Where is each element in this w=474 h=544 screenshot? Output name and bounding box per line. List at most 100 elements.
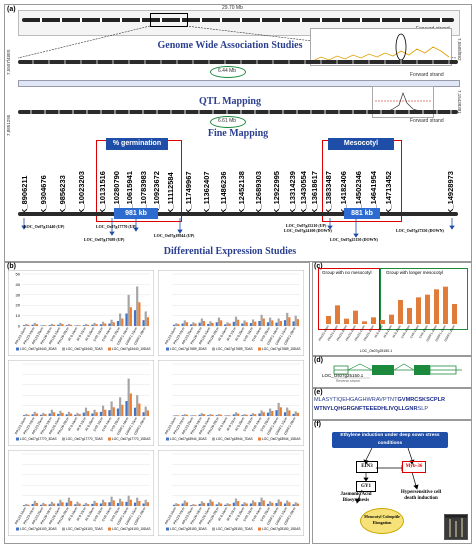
- gene-label: LOC_Os07g15440 (UP): [24, 224, 65, 229]
- bar: [121, 404, 124, 416]
- bar: [226, 415, 229, 416]
- bar: [146, 410, 149, 416]
- group2-label: Group with longer mesocotyl: [386, 270, 444, 275]
- bar: [175, 323, 178, 326]
- bar: [42, 324, 45, 326]
- legend-label: LOC_Os07g25150_15DAS: [262, 527, 300, 531]
- zoom-window: [150, 13, 188, 27]
- bar: [326, 316, 331, 324]
- bar: [127, 294, 130, 326]
- bar: [245, 503, 248, 506]
- strand-mid-1: Forward strand: [410, 72, 444, 78]
- bar: [112, 407, 115, 416]
- bar: [234, 316, 238, 326]
- bar: [232, 502, 235, 506]
- bar: [224, 324, 227, 326]
- bar: [125, 501, 128, 506]
- bar: [262, 500, 265, 506]
- bar: [146, 317, 149, 326]
- x-tick-label: SYR-20cm: [110, 506, 122, 522]
- expression-chart: PR123-10cmPR123-15cmPR123-20cmPR126-10cm…: [8, 360, 154, 446]
- bar: [245, 414, 248, 416]
- bar: [87, 411, 90, 416]
- x-tick-label: IR 8-20cm: [84, 326, 95, 341]
- bar: [262, 318, 265, 326]
- seq-line2-plain: SLP: [417, 406, 429, 412]
- bar: [93, 500, 96, 506]
- bar: [129, 499, 132, 506]
- panel-f-tag: (f): [314, 421, 321, 428]
- bar: [119, 498, 122, 506]
- bar: [82, 504, 85, 506]
- bar: [42, 502, 45, 506]
- x-tick-label: IR 8-20cm: [84, 416, 95, 431]
- bar: [23, 415, 26, 416]
- x-tick-label: SYR-20cm: [260, 416, 272, 432]
- seq-line1-bold: GVMRCSKSCPLR: [397, 397, 446, 403]
- bar: [251, 319, 255, 326]
- expression-chart: 01020304050PR123-10cmPR123-15cmPR123-20c…: [8, 270, 154, 356]
- bar: [286, 407, 289, 416]
- bar: [434, 289, 439, 324]
- bar: [177, 324, 180, 326]
- bar: [42, 412, 45, 416]
- bar: [91, 503, 94, 506]
- x-tick-label: IR 8-15cm: [76, 506, 87, 521]
- bar: [23, 505, 26, 506]
- bar: [234, 498, 238, 506]
- bar: [33, 322, 36, 326]
- group1-label: Group with no mesocotyl: [322, 270, 372, 275]
- x-tick-label: SYR-10cm: [92, 416, 104, 432]
- bar: [82, 325, 85, 326]
- hypersensitive-node: Hypersensitive cell death induction: [400, 490, 442, 501]
- bar: [44, 504, 47, 506]
- bar: [279, 501, 282, 506]
- bar: [175, 503, 178, 506]
- bar: [23, 325, 26, 326]
- x-tick-label: SYR-15cm: [409, 324, 420, 339]
- legend-label: LOC_Os07g25150_7DAS: [216, 527, 253, 531]
- x-tick-label: IR 8-20cm: [234, 416, 245, 431]
- gene-label: LOC_Os07g17689 (UP): [84, 237, 125, 242]
- x-tick-label: IR 8-20cm: [234, 326, 245, 341]
- bar: [416, 297, 421, 324]
- bar: [232, 321, 235, 326]
- chart-frame: [8, 360, 154, 446]
- bar: [269, 317, 272, 326]
- bar: [190, 324, 193, 326]
- legend-swatch: [166, 527, 169, 531]
- bar: [93, 322, 96, 326]
- bar: [224, 504, 227, 506]
- bar: [25, 413, 28, 416]
- chart-frame: [158, 450, 304, 536]
- bar: [112, 322, 115, 326]
- expression-chart: PR123-10cmPR123-15cmPR123-20cmPR126-10cm…: [8, 450, 154, 536]
- bar: [67, 323, 71, 326]
- bar: [84, 502, 88, 506]
- bar: [31, 503, 34, 506]
- x-tick-label: IR 8-10cm: [217, 416, 228, 431]
- bar: [228, 504, 231, 506]
- bar: [25, 503, 28, 506]
- bar: [52, 503, 56, 506]
- bar: [61, 412, 64, 416]
- group2-box: [380, 268, 468, 330]
- legend-swatch: [108, 347, 111, 351]
- bar: [217, 502, 221, 506]
- bar: [198, 503, 201, 506]
- bar: [192, 415, 195, 416]
- bar: [207, 323, 210, 326]
- bar: [207, 503, 210, 506]
- panel-c-legend: LOC_Os07g25150.1: [360, 349, 393, 353]
- bar: [275, 503, 278, 506]
- bar: [142, 320, 145, 326]
- seq-line1-plain: MLASYTIQEHGAGHWRAVPTNT: [314, 397, 398, 403]
- bar: [125, 313, 128, 326]
- bar: [185, 322, 189, 326]
- x-tick-label: IR 8-15cm: [76, 416, 87, 431]
- bar: [292, 321, 295, 326]
- bar: [138, 501, 141, 506]
- bar: [251, 413, 255, 416]
- bar: [48, 325, 51, 326]
- legend-swatch: [212, 527, 215, 531]
